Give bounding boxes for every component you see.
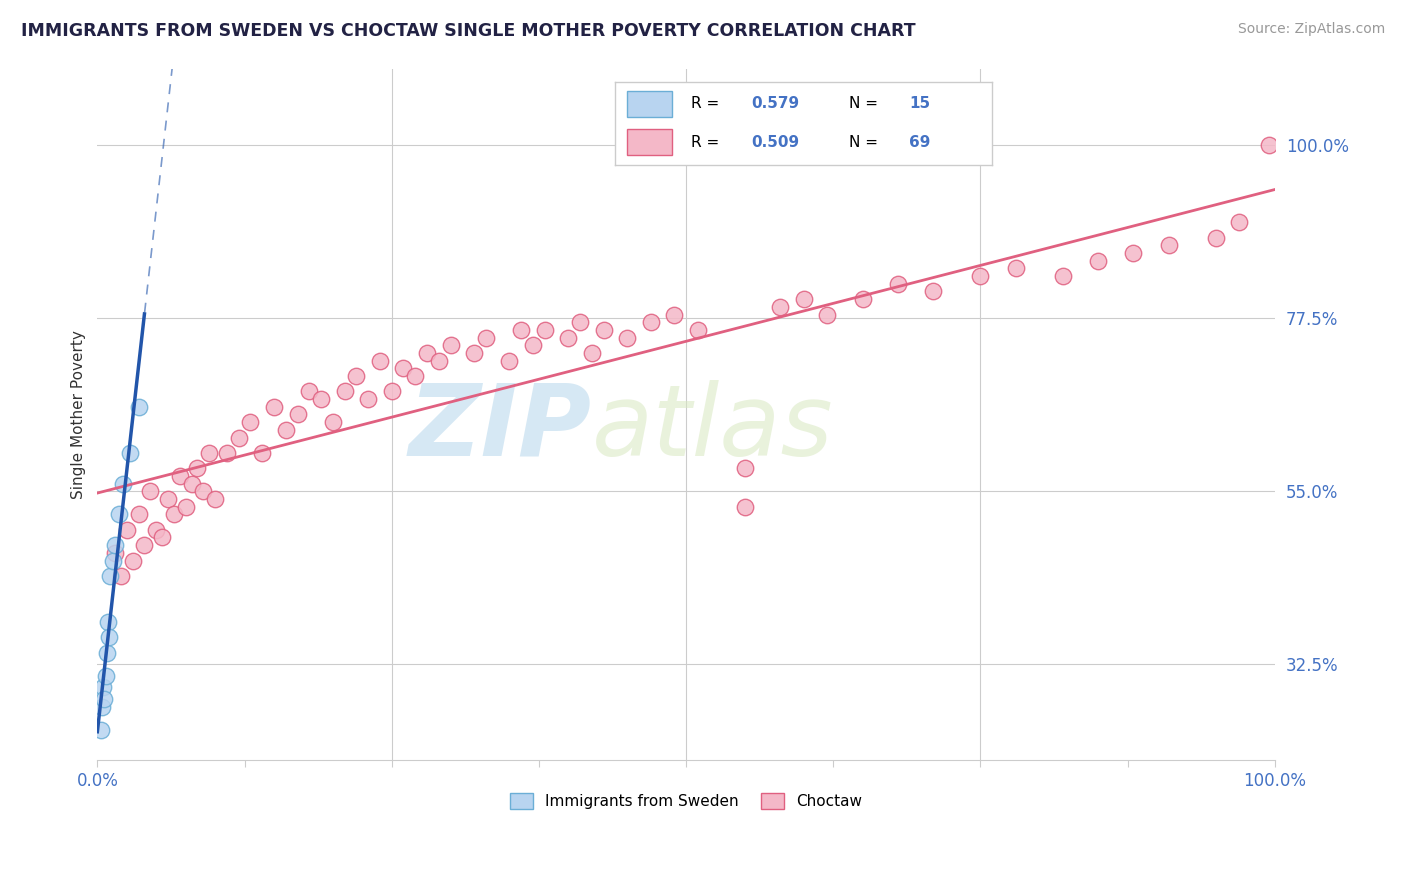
Point bbox=[922, 285, 945, 299]
Point bbox=[1004, 261, 1026, 276]
Point bbox=[145, 523, 167, 537]
Point bbox=[128, 508, 150, 522]
Point bbox=[1157, 238, 1180, 252]
Text: ZIP: ZIP bbox=[409, 380, 592, 477]
Point bbox=[793, 292, 815, 306]
Point bbox=[357, 392, 380, 406]
Point bbox=[1052, 269, 1074, 284]
Point bbox=[186, 461, 208, 475]
Point bbox=[1257, 138, 1279, 153]
Point bbox=[204, 491, 226, 506]
Point bbox=[309, 392, 332, 406]
Point bbox=[107, 508, 129, 522]
Point bbox=[104, 538, 127, 552]
Point bbox=[150, 531, 173, 545]
Point bbox=[120, 446, 142, 460]
Point bbox=[98, 569, 121, 583]
Point bbox=[686, 323, 709, 337]
Point bbox=[640, 315, 662, 329]
Point bbox=[416, 346, 439, 360]
Point bbox=[101, 553, 124, 567]
Point bbox=[110, 569, 132, 583]
Point bbox=[439, 338, 461, 352]
Point bbox=[128, 400, 150, 414]
Point bbox=[91, 699, 114, 714]
Point bbox=[91, 681, 114, 695]
Point bbox=[298, 384, 321, 399]
Point bbox=[215, 446, 238, 460]
Point bbox=[368, 353, 391, 368]
Point bbox=[174, 500, 197, 514]
Point bbox=[815, 308, 838, 322]
Point bbox=[139, 484, 162, 499]
Point bbox=[90, 723, 112, 737]
Point bbox=[392, 361, 415, 376]
Point bbox=[463, 346, 485, 360]
Point bbox=[475, 330, 498, 344]
Point bbox=[193, 484, 215, 499]
Point bbox=[887, 277, 910, 291]
Point bbox=[333, 384, 356, 399]
Point bbox=[344, 369, 367, 384]
Point bbox=[115, 523, 138, 537]
Point bbox=[180, 476, 202, 491]
Point bbox=[97, 615, 120, 629]
Text: atlas: atlas bbox=[592, 380, 834, 477]
Point bbox=[581, 346, 603, 360]
Point bbox=[510, 323, 533, 337]
Point bbox=[96, 646, 118, 660]
Point bbox=[522, 338, 544, 352]
Point bbox=[98, 631, 121, 645]
Y-axis label: Single Mother Poverty: Single Mother Poverty bbox=[72, 330, 86, 499]
Point bbox=[1205, 230, 1227, 244]
Point bbox=[734, 461, 756, 475]
Point bbox=[287, 408, 309, 422]
Point bbox=[734, 500, 756, 514]
Point bbox=[1122, 246, 1144, 260]
Point bbox=[592, 323, 614, 337]
Point bbox=[1227, 215, 1250, 229]
Point bbox=[134, 538, 156, 552]
Legend: Immigrants from Sweden, Choctaw: Immigrants from Sweden, Choctaw bbox=[503, 787, 869, 815]
Point bbox=[381, 384, 404, 399]
Point bbox=[1087, 253, 1109, 268]
Point bbox=[156, 491, 179, 506]
Text: Source: ZipAtlas.com: Source: ZipAtlas.com bbox=[1237, 22, 1385, 37]
Point bbox=[93, 692, 115, 706]
Point bbox=[569, 315, 592, 329]
Point bbox=[263, 400, 285, 414]
Point bbox=[104, 546, 127, 560]
Point bbox=[533, 323, 555, 337]
Point bbox=[239, 415, 262, 429]
Point bbox=[163, 508, 186, 522]
Point bbox=[250, 446, 273, 460]
Point bbox=[427, 353, 450, 368]
Point bbox=[852, 292, 875, 306]
Point bbox=[112, 476, 135, 491]
Point bbox=[94, 669, 117, 683]
Point bbox=[198, 446, 221, 460]
Point bbox=[274, 423, 297, 437]
Point bbox=[322, 415, 344, 429]
Text: IMMIGRANTS FROM SWEDEN VS CHOCTAW SINGLE MOTHER POVERTY CORRELATION CHART: IMMIGRANTS FROM SWEDEN VS CHOCTAW SINGLE… bbox=[21, 22, 915, 40]
Point bbox=[121, 553, 143, 567]
Point bbox=[557, 330, 579, 344]
Point bbox=[169, 469, 191, 483]
Point bbox=[616, 330, 638, 344]
Point bbox=[969, 269, 991, 284]
Point bbox=[404, 369, 426, 384]
Point bbox=[498, 353, 520, 368]
Point bbox=[664, 308, 686, 322]
Point bbox=[769, 300, 792, 314]
Point bbox=[228, 430, 250, 444]
